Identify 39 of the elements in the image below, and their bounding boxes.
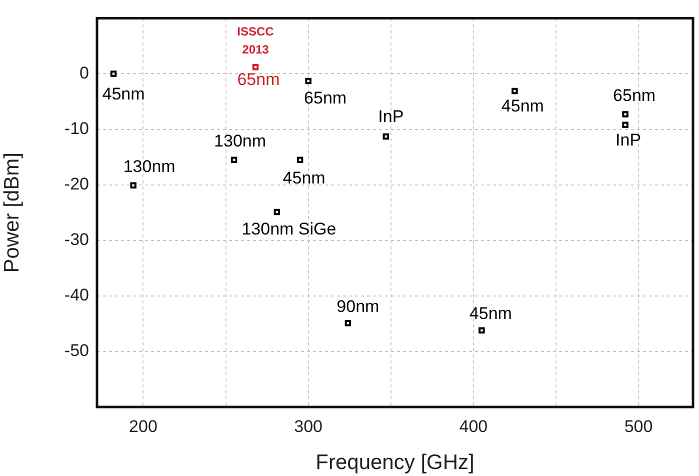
annotation: 45nm	[469, 304, 512, 324]
x-axis-title: Frequency [GHz]	[316, 451, 474, 474]
annotation: 130nm	[123, 157, 176, 176]
y-tick-label: -50	[64, 341, 89, 360]
annotation: 65nm	[237, 70, 280, 89]
point	[478, 327, 485, 334]
annotation: ISSCC 2013	[237, 24, 274, 56]
y-tick-label: -10	[64, 118, 89, 138]
annotation: 65nm	[304, 88, 347, 108]
x-tick-label: 200	[129, 416, 158, 436]
annotation: 45nm	[102, 84, 145, 104]
annotation: InP	[616, 130, 642, 150]
point	[230, 156, 238, 163]
point	[305, 78, 312, 84]
point	[622, 111, 628, 118]
point	[382, 133, 390, 140]
x-tick-label: 500	[624, 416, 653, 436]
y-tick-label: -30	[64, 230, 89, 250]
point	[130, 182, 136, 189]
point	[344, 320, 352, 326]
x-tick-label: 400	[459, 416, 488, 436]
annotation: 65nm	[613, 86, 656, 105]
point	[296, 156, 304, 163]
point	[622, 122, 628, 128]
annotation: 130nm	[214, 132, 266, 151]
point	[512, 88, 518, 94]
annotation: 90nm	[336, 296, 380, 316]
annotation: 45nm	[501, 96, 544, 116]
point	[110, 70, 117, 77]
y-tick-label: 0	[80, 63, 89, 82]
point	[274, 208, 280, 216]
y-tick-label: -40	[64, 286, 89, 305]
point	[252, 64, 259, 70]
y-axis-title: Power [dBm]	[0, 152, 24, 273]
annotation: 130nm SiGe	[242, 220, 336, 239]
y-tick-label: -20	[64, 174, 89, 194]
annotation: InP	[378, 107, 404, 126]
x-tick-label: 300	[294, 416, 323, 436]
annotation: 45nm	[282, 168, 326, 188]
